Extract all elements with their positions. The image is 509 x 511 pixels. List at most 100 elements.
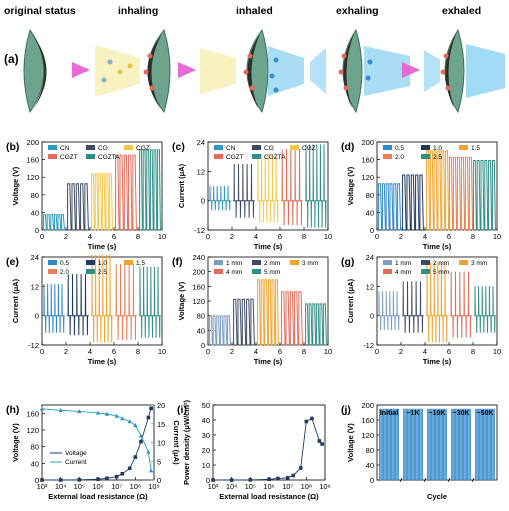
data-point-h [146, 449, 151, 454]
y-tick-label-b: 80 [31, 191, 39, 200]
y-axis-label-j: Voltage (V) [346, 423, 355, 462]
chart-j: (j) 0 40 80 120 160 200 Voltage (V) Cycle Initial… [341, 401, 498, 501]
y2-tick-label-h: 0 [157, 476, 161, 485]
y2-tick-label-h: 20 [157, 401, 165, 410]
x-axis-label-d: Time (s) [423, 242, 452, 251]
y-axis-label-g: Current (μA) [346, 278, 355, 323]
legend-label-e: 1.5 [136, 260, 145, 267]
mask-inhaling [95, 28, 171, 114]
data-point-i [320, 442, 324, 446]
series-line-e [115, 264, 137, 341]
data-point-i [267, 477, 271, 482]
x-tick-label-g: 8 [471, 347, 475, 356]
y-tick-label-h: 120 [26, 426, 39, 435]
panel-letter-e: (e) [6, 256, 19, 268]
y-tick-label-d: 200 [361, 138, 374, 147]
series-line-d [378, 183, 402, 231]
mask-inhaled [200, 28, 304, 114]
x-tick-label-c: 4 [254, 232, 258, 241]
series-line-c [209, 185, 231, 211]
x-tick-label-i: 10⁷ [282, 482, 293, 491]
x-tick-label-f: 10 [324, 347, 332, 356]
series-line-e [139, 266, 161, 338]
stage-label-inhaling: inhaling [118, 5, 158, 17]
legend-swatch-f [252, 260, 261, 265]
y-tick-label-f: 160 [192, 282, 205, 291]
plot-frame-i [212, 404, 326, 481]
legend-label-c: CG [264, 145, 274, 152]
cycle-segment-label-j: Initial [380, 410, 398, 417]
series-line-g [474, 286, 496, 333]
legend-swatch-g [383, 260, 392, 265]
y-tick-label-j: 0 [370, 476, 374, 485]
legend-swatch-b [124, 145, 133, 150]
y-tick-label-i: 0 [206, 476, 210, 485]
y-axis-label-e: Current (μA) [11, 278, 20, 323]
y-tick-label-b: 40 [31, 208, 39, 217]
series-line-b [67, 183, 89, 231]
x-tick-label-b: 6 [112, 232, 116, 241]
legend-swatch-c [214, 145, 223, 150]
legend-swatch-c [290, 145, 299, 150]
x-tick-label-i: 10⁴ [226, 482, 238, 491]
legend-label-c: CGZTA [264, 154, 286, 161]
data-point-i [229, 478, 234, 482]
y-tick-label-f: 0 [201, 341, 205, 350]
legend-label-g: 1 mm [395, 260, 411, 267]
y-tick-label-d: 80 [366, 191, 374, 200]
mask-exhaled [424, 28, 505, 114]
series-line-d [472, 160, 496, 231]
legend-swatch-f [290, 260, 299, 265]
data-point-i [310, 416, 314, 421]
legend-swatch-d [383, 145, 392, 150]
y-axis-label-c: Current (μA) [177, 163, 186, 208]
legend-label-g: 4 mm [395, 269, 411, 276]
x-tick-label-h: 10⁶ [92, 482, 103, 491]
x-tick-label-f: 0 [206, 347, 210, 356]
chart-d: (d) 0 40 80 120 160 200 Voltage (V) 0 2 4 6 8 10 Time … [341, 138, 501, 251]
legend-label-b: CGZT [60, 154, 78, 161]
x-tick-label-b: 10 [158, 232, 166, 241]
x-tick-label-g: 2 [399, 347, 403, 356]
panel-letter-j: (j) [341, 404, 351, 416]
legend-label-c: CGZT [226, 154, 244, 161]
chart-h: (h) 0 40 80 120 160 Voltage (V) 10³ 10⁴ 10⁵ 10⁶ 10⁷… [6, 401, 181, 501]
series-line-f [257, 279, 279, 346]
data-point-h [114, 413, 119, 418]
data-point-i [304, 419, 309, 424]
y2-tick-label-h: 15 [157, 420, 165, 429]
data-point-h [105, 476, 109, 481]
data-point-i [276, 476, 280, 481]
data-point-h [120, 416, 125, 421]
legend-label-h: Current [65, 459, 87, 466]
series-line-b [91, 173, 113, 231]
series-line-h [41, 408, 152, 471]
chart-i: (i) 0 10 20 30 40 50 Power density (μW/cm²) 10³ 1… [177, 399, 331, 501]
panel-letter-f: (f) [172, 256, 183, 268]
x-axis-label-h: External load resistance (Ω) [48, 492, 148, 501]
legend-swatch-f [214, 260, 223, 265]
cycle-segment-label-j: ~1K [406, 410, 419, 417]
data-point-h [58, 408, 63, 413]
y-tick-label-b: 0 [35, 226, 39, 235]
legend-swatch-f [252, 269, 261, 274]
series-line-b [43, 214, 65, 231]
legend-swatch-d [459, 145, 468, 150]
y-tick-label-c: -12 [194, 226, 205, 235]
y-tick-label-j: 80 [366, 446, 374, 455]
cycle-segment-label-j: ~10K [429, 410, 446, 417]
x-tick-label-d: 6 [447, 232, 451, 241]
legend-swatch-c [252, 145, 261, 150]
x-tick-label-b: 4 [88, 232, 92, 241]
legend-label-d: 0.5 [395, 145, 404, 152]
panel-letter-i: (i) [177, 404, 187, 416]
y-tick-label-h: 80 [31, 443, 39, 452]
x-tick-label-f: 2 [230, 347, 234, 356]
series-line-d [426, 150, 450, 231]
x-tick-label-e: 8 [136, 347, 140, 356]
legend-swatch-f [214, 269, 223, 274]
series-line-h [42, 408, 152, 481]
panel-letter-b: (b) [6, 141, 19, 153]
